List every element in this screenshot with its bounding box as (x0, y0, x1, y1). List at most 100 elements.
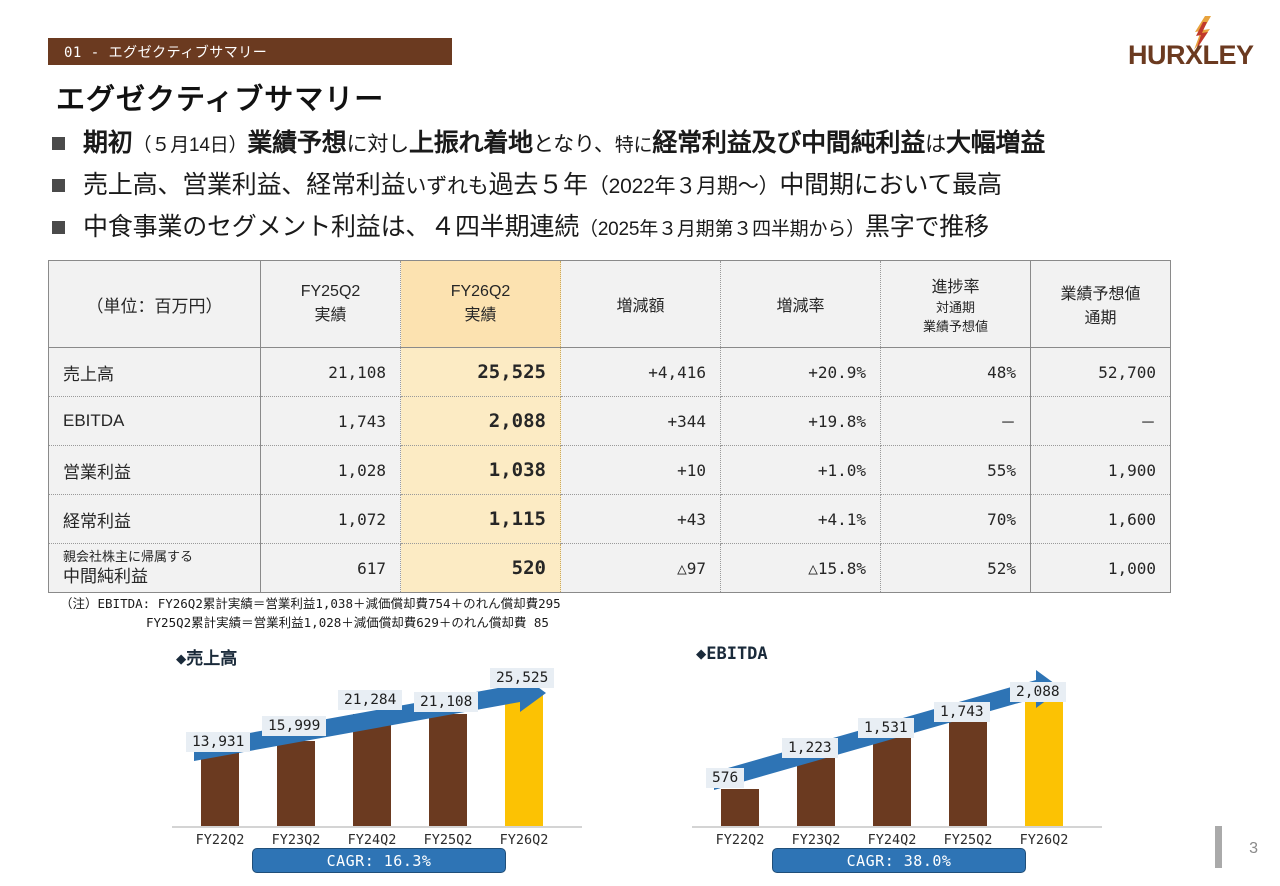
section-tag-label: 01 ‐ エグゼクティブサマリー (64, 44, 268, 61)
section-tag: 01 ‐ エグゼクティブサマリー (48, 38, 452, 65)
cagr-badge-revenue: CAGR: 16.3% (252, 848, 506, 873)
x-tick-FY22Q2: FY22Q2 (195, 832, 245, 848)
data-label-FY24Q2: 21,284 (338, 690, 403, 710)
x-tick-FY26Q2: FY26Q2 (1019, 832, 1069, 848)
bar-FY22Q2 (201, 752, 239, 826)
page-title: エグゼクティブサマリー (56, 84, 385, 116)
cell-ord-delta-pct: +4.1% (720, 494, 881, 544)
footnote-line-1: （注）EBITDA: FY26Q2累計実績＝営業利益1,038＋減価償却費754… (60, 596, 561, 611)
bar-FY25Q2 (429, 714, 467, 826)
bar-FY24Q2 (873, 727, 911, 826)
bullet-marker-icon (52, 179, 65, 192)
cell-sales-progress: 48% (880, 347, 1031, 397)
chart-ebitda-xlabels: FY22Q2 FY23Q2 FY24Q2 FY25Q2 FY26Q2 (688, 832, 1108, 854)
cell-net-delta: △97 (560, 543, 721, 593)
logo-wordmark: HURXLEY (1128, 40, 1254, 70)
cell-sales-fy25q2: 21,108 (260, 347, 401, 397)
header-forecast: 業績予想値 通期 (1030, 260, 1171, 348)
company-logo: HURXLEY (1128, 14, 1258, 74)
chart-revenue: ◆売上高 FY22Q2 FY23Q2 FY24Q2 FY25Q2 FY26Q2 CAGR… (168, 640, 608, 880)
data-label-FY25Q2: 1,743 (934, 702, 990, 722)
page-accent-bar (1215, 826, 1222, 868)
cell-net-fy25q2: 617 (260, 543, 401, 593)
header-progress-rate: 進捗率 対通期 業績予想値 (880, 260, 1031, 348)
header-unit: （単位：百万円） (48, 260, 261, 348)
footnote-line-2: FY25Q2累計実績＝営業利益1,028＋減価償却費629＋のれん償却費 85 (146, 615, 549, 631)
x-tick-FY23Q2: FY23Q2 (271, 832, 321, 848)
data-label-FY23Q2: 1,223 (782, 738, 838, 758)
cell-ord-fy26q2: 1,115 (400, 494, 561, 544)
data-label-FY22Q2: 576 (706, 768, 745, 788)
cell-ord-delta: +43 (560, 494, 721, 544)
x-tick-FY25Q2: FY25Q2 (423, 832, 473, 848)
row-label-operating-profit: 営業利益 (48, 445, 261, 495)
cell-sales-forecast: 52,700 (1030, 347, 1171, 397)
cell-ord-fy25q2: 1,072 (260, 494, 401, 544)
table-row: 親会社株主に帰属する 中間純利益 617 520 △97 △15.8% 52% … (48, 543, 1171, 593)
table-row: EBITDA 1,743 2,088 +344 +19.8% － － (48, 396, 1171, 446)
x-axis-line (172, 826, 582, 828)
cell-sales-delta: +4,416 (560, 347, 721, 397)
cell-op-progress: 55% (880, 445, 1031, 495)
row-label-sales: 売上高 (48, 347, 261, 397)
page-number: 3 (1249, 840, 1258, 857)
cell-ebitda-progress: － (880, 396, 1031, 446)
bar-FY24Q2 (353, 713, 391, 826)
x-tick-FY24Q2: FY24Q2 (867, 832, 917, 848)
cell-op-fy26q2: 1,038 (400, 445, 561, 495)
bullet-marker-icon (52, 137, 65, 150)
chart-ebitda-plot (688, 660, 1108, 828)
data-label-FY26Q2: 2,088 (1010, 682, 1066, 702)
header-delta-amount: 増減額 (560, 260, 721, 348)
chart-ebitda-title: ◆EBITDA (696, 644, 768, 664)
bullet-list: 期初（５月14日）業績予想に対し上振れ着地となり、特に経常利益及び中間純利益は大… (52, 126, 1252, 252)
bar-FY26Q2 (1025, 691, 1063, 826)
row-label-ordinary-profit: 経常利益 (48, 494, 261, 544)
row-label-net-income: 親会社株主に帰属する 中間純利益 (48, 543, 261, 593)
bullet-item: 売上高、営業利益、経常利益いずれも過去５年（2022年３月期～）中間期において最… (52, 168, 1252, 204)
x-tick-FY26Q2: FY26Q2 (499, 832, 549, 848)
bullet-item: 中食事業のセグメント利益は、４四半期連続（2025年３月期第３四半期から）黒字で… (52, 210, 1252, 246)
chart-revenue-xlabels: FY22Q2 FY23Q2 FY24Q2 FY25Q2 FY26Q2 (168, 832, 588, 854)
cell-ebitda-fy25q2: 1,743 (260, 396, 401, 446)
x-tick-FY23Q2: FY23Q2 (791, 832, 841, 848)
bullet-marker-icon (52, 221, 65, 234)
table-row: 営業利益 1,028 1,038 +10 +1.0% 55% 1,900 (48, 445, 1171, 495)
chart-revenue-plot (168, 660, 588, 828)
data-label-FY24Q2: 1,531 (858, 718, 914, 738)
x-tick-FY25Q2: FY25Q2 (943, 832, 993, 848)
cell-op-delta: +10 (560, 445, 721, 495)
cell-ebitda-forecast: － (1030, 396, 1171, 446)
cell-op-forecast: 1,900 (1030, 445, 1171, 495)
cell-op-fy25q2: 1,028 (260, 445, 401, 495)
table-header-row: （単位：百万円） FY25Q2 実績 FY26Q2 実績 増減額 増減率 進捗率… (48, 260, 1171, 348)
bullet-item: 期初（５月14日）業績予想に対し上振れ着地となり、特に経常利益及び中間純利益は大… (52, 126, 1252, 162)
cell-sales-delta-pct: +20.9% (720, 347, 881, 397)
lightning-bolt-icon (1194, 16, 1211, 50)
financial-summary-table: （単位：百万円） FY25Q2 実績 FY26Q2 実績 増減額 増減率 進捗率… (48, 260, 1171, 593)
cell-net-forecast: 1,000 (1030, 543, 1171, 593)
chart-ebitda: ◆EBITDA FY22Q2 FY23Q2 FY24Q2 FY25Q2 FY26Q2 C… (688, 640, 1128, 880)
table-row: 売上高 21,108 25,525 +4,416 +20.9% 48% 52,7… (48, 347, 1171, 397)
x-axis-line (692, 826, 1102, 828)
data-label-FY23Q2: 15,999 (262, 716, 327, 736)
bar-FY26Q2 (505, 691, 543, 826)
cell-ord-progress: 70% (880, 494, 1031, 544)
cell-ebitda-fy26q2: 2,088 (400, 396, 561, 446)
header-fy26q2: FY26Q2 実績 (400, 260, 561, 348)
bullet-text-1: 期初（５月14日）業績予想に対し上振れ着地となり、特に経常利益及び中間純利益は大… (83, 129, 1046, 157)
data-label-FY22Q2: 13,931 (186, 732, 251, 752)
cell-sales-fy26q2: 25,525 (400, 347, 561, 397)
bar-FY25Q2 (949, 713, 987, 826)
data-label-FY25Q2: 21,108 (414, 692, 479, 712)
bullet-text-2: 売上高、営業利益、経常利益いずれも過去５年（2022年３月期～）中間期において最… (83, 171, 1002, 199)
cell-net-fy26q2: 520 (400, 543, 561, 593)
cagr-badge-ebitda: CAGR: 38.0% (772, 848, 1026, 873)
cell-net-progress: 52% (880, 543, 1031, 593)
table-footnote: （注）EBITDA: FY26Q2累計実績＝営業利益1,038＋減価償却費754… (60, 594, 561, 633)
cell-ord-forecast: 1,600 (1030, 494, 1171, 544)
x-tick-FY22Q2: FY22Q2 (715, 832, 765, 848)
cell-ebitda-delta: +344 (560, 396, 721, 446)
bullet-text-3: 中食事業のセグメント利益は、４四半期連続（2025年３月期第３四半期から）黒字で… (83, 213, 989, 241)
cell-net-delta-pct: △15.8% (720, 543, 881, 593)
